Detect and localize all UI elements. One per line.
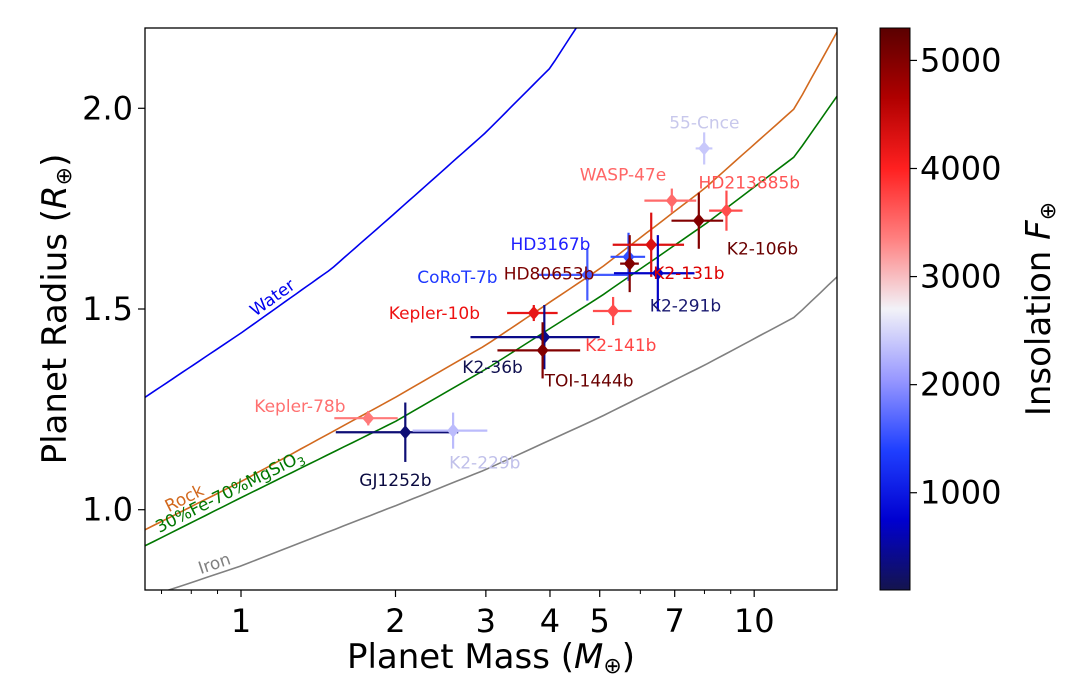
planet-labels: WaterRock30%Fe-70%MgSiO3Iron55-CnceWASP-… [153, 113, 801, 579]
planet-label-hd3167b: HD3167b [511, 235, 591, 255]
planet-marker [623, 256, 636, 271]
planet-label-toi-1444b: TOI-1444b [544, 371, 634, 391]
colorbar-tick-label: 2000 [920, 366, 1001, 404]
planet-points [334, 132, 743, 462]
y-tick-label: 2.0 [82, 89, 133, 127]
x-tick-label: 10 [734, 602, 775, 640]
planet-k2-131b [612, 212, 685, 277]
x-tick-label: 5 [590, 602, 610, 640]
model-label-iron: Iron [196, 550, 233, 579]
planet-marker [399, 425, 412, 440]
planet-k2-141b [592, 296, 632, 326]
planet-label-gj1252b: GJ1252b [359, 471, 431, 491]
planet-label-k2-36b: K2-36b [462, 358, 523, 378]
planet-label-corot-7b: CoRoT-7b [417, 268, 497, 288]
colorbar-tick-label: 5000 [920, 41, 1001, 79]
planet-marker [536, 343, 549, 358]
planet-marker [692, 213, 705, 228]
colorbar-tick-label: 1000 [920, 474, 1001, 512]
planet-label-wasp-47e: WASP-47e [580, 166, 666, 186]
planet-gj1252b [335, 402, 459, 462]
planet-label-k2-291b: K2-291b [650, 296, 721, 316]
planet-k2-106b [671, 192, 724, 249]
planet-marker [447, 423, 460, 438]
colorbar-tick-label: 3000 [920, 258, 1001, 296]
model-label-subscript: 3 [295, 454, 308, 470]
composition-models [145, 28, 837, 590]
y-axis-title: Planet Radius (R⊕) [35, 154, 77, 465]
planet-marker [651, 266, 664, 281]
x-tick-label: 4 [540, 602, 560, 640]
planet-label-kepler-78b: Kepler-78b [254, 397, 345, 417]
x-axis: 1 2 3 4 5 7 10 [161, 590, 775, 640]
plot-area: WaterRock30%Fe-70%MgSiO3Iron55-CnceWASP-… [144, 27, 838, 591]
planet-label-hd213885b: HD213885b [699, 174, 801, 194]
x-tick-label: 1 [231, 602, 251, 640]
planet-hd213885b [709, 190, 743, 231]
planet-marker [581, 267, 594, 282]
planet-marker [538, 330, 551, 345]
planet-label-k2-106b: K2-106b [727, 240, 798, 260]
model-curve-rock [145, 31, 837, 531]
y-tick-label: 1.0 [82, 491, 133, 529]
planet-kepler-10b [507, 304, 558, 322]
planet-k2-291b [613, 235, 695, 312]
model-curve-iron [166, 276, 837, 590]
planet-marker [645, 237, 658, 252]
planet-marker [665, 193, 678, 208]
planet-marker [527, 306, 540, 321]
colorbar-title: Insolation F⊕ [1019, 202, 1061, 416]
y-tick-label: 1.5 [82, 290, 133, 328]
planet-label-k2-229b: K2-229b [449, 454, 520, 474]
x-tick-label: 2 [385, 602, 405, 640]
colorbar: 1000 2000 3000 4000 5000 Insolation F⊕ [879, 27, 1061, 591]
planet-55-cnce [695, 132, 713, 165]
planet-label-55-cnce: 55-Cnce [669, 113, 739, 133]
colorbar-ticks: 1000 2000 3000 4000 5000 [910, 41, 1001, 512]
x-axis-title: Planet Mass (M⊕) [347, 637, 635, 679]
colorbar-tick-label: 4000 [920, 150, 1001, 188]
planet-corot-7b [537, 249, 629, 301]
planet-label-kepler-10b: Kepler-10b [389, 304, 480, 324]
planet-marker [362, 411, 375, 426]
planet-label-hd80653b: HD80653b [504, 265, 595, 285]
model-curve-water [145, 28, 577, 398]
planet-marker [607, 304, 620, 319]
planet-toi-1444b [497, 322, 581, 379]
x-tick-label: 7 [665, 602, 685, 640]
planet-marker [698, 141, 711, 156]
planet-k2-229b [412, 412, 488, 449]
planet-marker [720, 203, 733, 218]
x-tick-label: 3 [476, 602, 496, 640]
planet-label-k2-141b: K2-141b [585, 336, 656, 356]
planet-kepler-78b [334, 410, 398, 426]
colorbar-scale [879, 27, 911, 591]
planet-label-k2-131b: K2-131b [653, 264, 724, 284]
planet-wasp-47e [644, 188, 697, 213]
y-axis: 1.0 1.5 2.0 [82, 89, 145, 529]
planet-k2-36b [470, 304, 600, 370]
